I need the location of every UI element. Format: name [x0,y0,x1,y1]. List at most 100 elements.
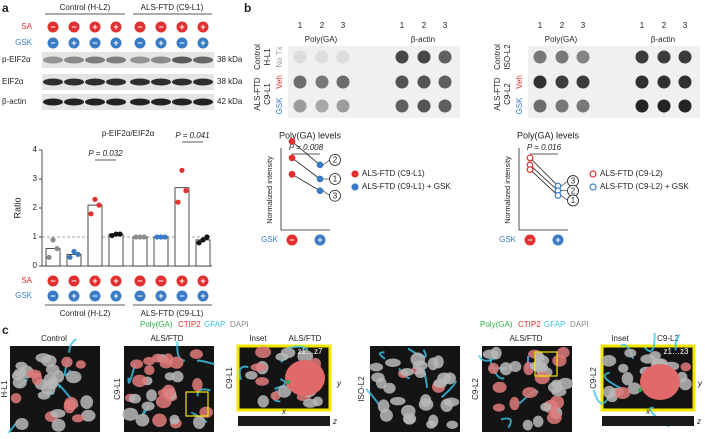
data-point [158,234,164,240]
sa-label: SA [21,22,32,31]
gsk-sign: − [50,291,55,301]
nucleus [128,393,142,404]
panel-label: b [244,1,251,15]
nucleus [250,363,267,372]
gfap-fiber [274,378,287,390]
blot-dot [336,99,350,113]
group-label: ALS-FTD (C9-L1) [141,309,204,318]
nucleus [414,369,426,379]
blot-band [151,56,171,64]
blot-dot [438,99,452,113]
blot-dot [576,75,590,89]
nucleus [146,389,157,402]
sa-sign-circle [110,21,122,33]
replicate-label: 2 [571,186,576,195]
gfap-fiber [674,333,681,351]
row-label: Control [253,44,262,70]
blot-band [85,78,105,86]
nucleus [532,415,544,428]
data-point [196,240,202,246]
blot-dot [395,99,409,113]
nucleus [15,418,29,430]
replicate-circle [567,194,579,207]
nucleus [51,418,66,432]
lane-number: 3 [581,21,586,30]
gfap-fiber [500,417,512,429]
blot-band [130,56,150,64]
nucleus [143,356,156,366]
gsk-sign-circle [197,290,209,302]
x-tick-label: − [527,235,532,245]
sa-sign: + [113,22,118,32]
nucleus [41,382,56,396]
side-label: C9-L1 [225,367,234,389]
y-axis-label: Normalized intensity [503,156,512,224]
p-value: P = 0.032 [88,149,123,158]
row-label: GSK [515,97,524,115]
nucleus [64,397,79,411]
nucleus [15,361,28,370]
row-label: Control [493,44,502,70]
legend-label: ALS-FTD (C9-L1) [362,169,425,178]
blot-dot [438,50,452,64]
nucleus [379,408,393,422]
nucleus [122,407,139,421]
chart-title: p-EIF2α/EIF2α [102,129,155,138]
sa-sign: − [137,22,142,32]
nucleus [488,362,500,374]
blot-band [193,98,213,106]
nucleus [534,351,545,364]
axis-letter: z [696,417,701,426]
blot-dot [533,75,547,89]
data-point [137,234,143,240]
label-leader [560,195,569,201]
data-point [554,192,562,199]
y-tick-label: 3 [33,174,38,183]
data-point [526,154,534,162]
nucleus [410,352,426,367]
nucleus [303,398,318,408]
axis-letter: y [336,379,342,388]
nucleus [275,352,289,361]
blot-band [130,78,150,86]
nucleus [169,356,184,369]
gfap-fiber [68,338,77,353]
bar [108,233,124,267]
blot [42,52,214,68]
sa-sign: − [50,22,55,32]
group-label: Control (H-L2) [60,309,111,318]
p-value: P = 0.016 [527,143,562,152]
sa-sign: + [179,276,184,286]
lane-number: 2 [422,21,427,30]
sa-sign: + [200,22,205,32]
data-point [88,211,94,217]
gsk-sign: + [113,38,118,48]
replicate-label: 1 [571,196,576,205]
row-label: ALS-FTD [493,77,502,111]
gsk-sign: − [179,38,184,48]
nucleus [13,368,27,377]
data-point [179,167,185,173]
image-title: ALS/FTD [510,334,543,343]
gsk-label: GSK [15,291,33,300]
nucleus [621,371,634,386]
bar [132,236,148,267]
blot-dot [657,99,671,113]
data-point [67,254,73,260]
blot-band [43,78,63,86]
legend-label: ALS-FTD (C9-L2) + GSK [600,182,689,191]
nucleus [61,356,73,368]
nucleus [135,413,150,427]
sa-sign: − [137,276,142,286]
data-point [316,161,324,169]
nucleus [144,364,155,376]
legend-marker [351,170,359,178]
blot-band [64,56,84,64]
nucleus [400,404,416,418]
blot-label: β-actin [2,97,26,106]
nucleus [193,415,206,429]
gsk-sign: − [137,291,142,301]
blot-band [106,56,126,64]
label-leader [322,159,331,166]
x-tick-label: − [289,235,294,245]
